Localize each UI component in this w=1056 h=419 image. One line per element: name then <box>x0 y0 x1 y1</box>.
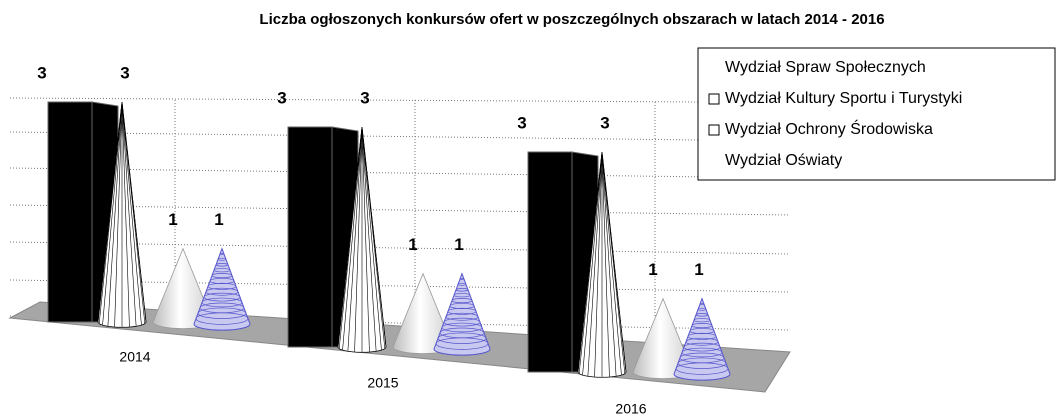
cone-stripe <box>361 126 386 349</box>
cone-ring <box>441 322 483 333</box>
cone-ring <box>217 258 227 261</box>
cone-ring <box>687 332 717 340</box>
data-label: 3 <box>37 63 46 82</box>
cone-ring <box>677 357 727 369</box>
cone-stripe <box>601 151 622 375</box>
cone-ring <box>213 268 231 273</box>
cone-stripe <box>361 126 370 352</box>
data-label: 1 <box>168 210 177 229</box>
x-tick-label: 2015 <box>367 375 398 391</box>
legend-label: Wydział Oświaty <box>725 152 842 169</box>
cone-stripe <box>601 151 626 374</box>
cone-ring <box>453 293 471 298</box>
legend-marker <box>708 93 720 105</box>
cone-ring <box>459 278 465 280</box>
cone-stripe <box>114 101 123 327</box>
x-tick-label: 2014 <box>119 349 150 365</box>
cone-stripe <box>121 101 146 324</box>
cone-stripe <box>582 151 603 375</box>
cone-ring <box>681 347 723 358</box>
data-label: 1 <box>648 260 657 279</box>
cone-ring <box>203 292 241 302</box>
cone-ring <box>219 253 225 255</box>
legend-marker <box>708 124 720 136</box>
cone-ring <box>693 318 711 323</box>
data-label: 1 <box>408 235 417 254</box>
cone-stripe <box>361 126 377 351</box>
cone-ring <box>695 313 709 317</box>
data-label: 3 <box>600 113 609 132</box>
cone-ring <box>451 298 473 304</box>
legend-label: Wydział Spraw Społecznych <box>725 59 926 76</box>
legend <box>697 47 1056 181</box>
cone-stripe <box>121 101 142 325</box>
cone-ring <box>435 337 489 350</box>
cone-ring <box>205 287 239 296</box>
cone-ring <box>683 342 721 352</box>
data-label: 3 <box>517 113 526 132</box>
data-label: 3 <box>277 88 286 107</box>
cone-ring <box>443 317 481 327</box>
x-tick-label: 2016 <box>615 401 646 417</box>
bar <box>527 151 573 373</box>
cone-ring <box>685 337 719 346</box>
cone-stripe <box>577 151 603 373</box>
cone-ring <box>457 283 467 286</box>
legend-label: Wydział Ochrony Środowiska <box>725 119 933 138</box>
cone-stripe <box>347 126 363 351</box>
cone-ring <box>697 308 707 311</box>
cone-stripe <box>594 151 603 377</box>
cone-stripe <box>601 151 610 377</box>
cone-stripe <box>587 151 603 376</box>
data-label: 1 <box>454 235 463 254</box>
cone-ring <box>699 303 705 305</box>
cone-stripe <box>97 101 123 323</box>
data-label: 3 <box>360 88 369 107</box>
cone-ring <box>437 332 487 344</box>
cone-ring <box>675 362 729 375</box>
cone-stripe <box>121 101 137 326</box>
bar <box>47 101 93 323</box>
data-label: 3 <box>120 63 129 82</box>
bar <box>287 126 333 348</box>
cone-ring <box>201 297 243 308</box>
cone-stripe <box>361 126 382 350</box>
cone-ring <box>455 288 469 292</box>
data-label: 1 <box>694 260 703 279</box>
cone-ring <box>197 307 247 319</box>
cone-stripe <box>354 126 363 352</box>
cone-ring <box>447 307 477 315</box>
cone-ring <box>207 282 237 290</box>
cone-stripe <box>601 151 617 376</box>
data-label: 1 <box>214 210 223 229</box>
cone-stripe <box>107 101 123 326</box>
cone-stripe <box>342 126 363 350</box>
legend-label: Wydział Kultury Sportu i Turystyki <box>725 90 962 107</box>
cone-ring <box>211 273 233 279</box>
cone-stripe <box>121 101 130 327</box>
cone-ring <box>195 312 249 325</box>
cone-stripe <box>337 126 363 348</box>
cone-ring <box>215 263 229 267</box>
cone-stripe <box>102 101 123 325</box>
cone-ring <box>691 323 713 329</box>
cone-ring <box>445 312 479 321</box>
chart-title: Liczba ogłoszonych konkursów ofert w pos… <box>259 11 884 28</box>
